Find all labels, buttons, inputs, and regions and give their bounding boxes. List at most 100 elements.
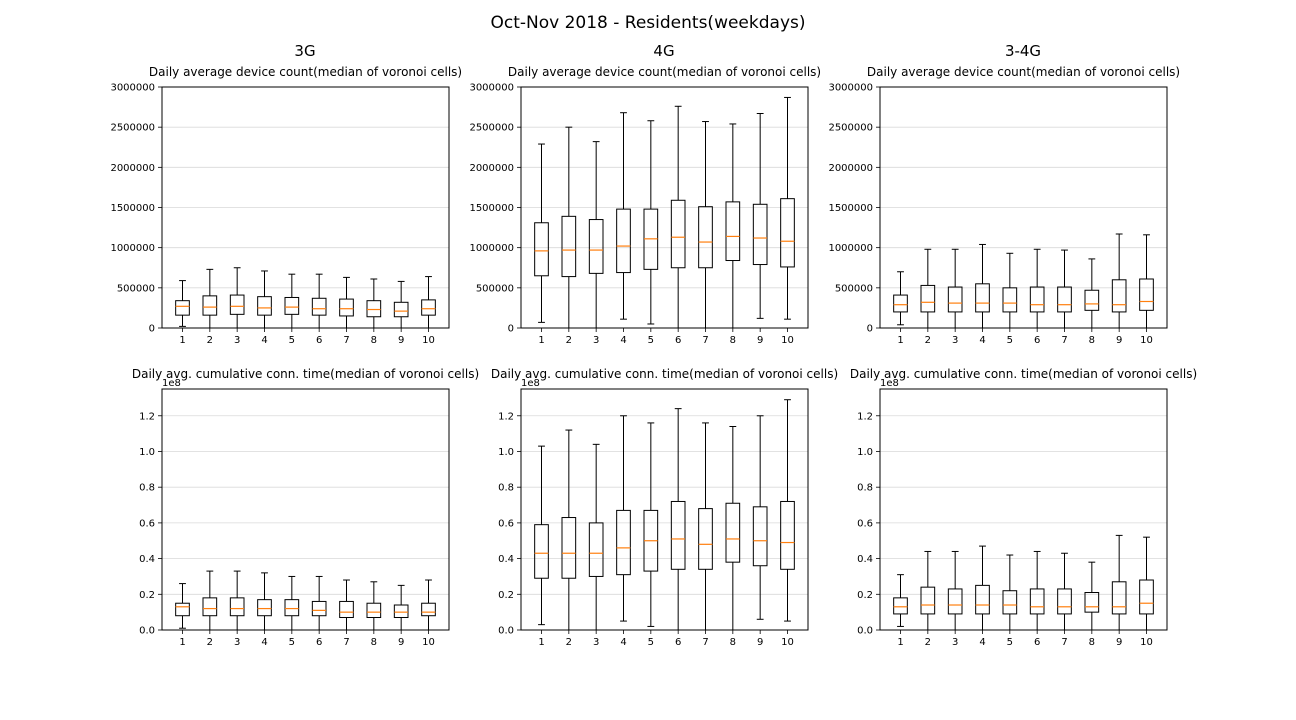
subplot-34g-device: Daily average device count(median of vor… xyxy=(828,65,1180,346)
subplot-4g-conn: Daily avg. cumulative conn. time(median … xyxy=(491,367,838,648)
box-iqr xyxy=(698,206,713,269)
x-tick-label: 7 xyxy=(702,637,708,648)
box-iqr xyxy=(725,201,741,262)
x-tick-label: 4 xyxy=(979,335,985,346)
x-tick-label: 10 xyxy=(781,637,794,648)
box-iqr xyxy=(1111,279,1127,313)
axes-frame xyxy=(879,388,1168,631)
box-iqr xyxy=(975,283,990,313)
box-iqr xyxy=(257,599,272,617)
subplot-title: Daily average device count(median of vor… xyxy=(508,65,821,79)
box-iqr xyxy=(588,522,604,577)
box-7 xyxy=(1057,552,1072,631)
x-tick-label: 9 xyxy=(398,637,404,648)
x-tick-label: 10 xyxy=(781,335,794,346)
box-3 xyxy=(588,141,604,329)
box-iqr xyxy=(893,597,908,615)
box-iqr xyxy=(670,500,686,570)
y-tick-label: 1500000 xyxy=(110,203,155,214)
box-5 xyxy=(1002,252,1018,329)
x-tick-label: 6 xyxy=(316,637,322,648)
x-tick-label: 3 xyxy=(593,335,599,346)
y-tick-label: 2500000 xyxy=(828,123,873,134)
box-6 xyxy=(1029,248,1045,329)
box-1 xyxy=(893,574,908,627)
box-iqr xyxy=(947,286,963,313)
x-tick-label: 2 xyxy=(566,637,572,648)
box-iqr xyxy=(561,517,577,579)
box-iqr xyxy=(975,584,990,615)
y-tick-label: 1.2 xyxy=(139,411,155,422)
box-iqr xyxy=(175,300,190,316)
box-iqr xyxy=(311,600,327,617)
figure-title: Oct-Nov 2018 - Residents(weekdays) xyxy=(490,13,805,33)
y-tick-label: 0.4 xyxy=(857,554,873,565)
box-10 xyxy=(780,96,795,320)
x-tick-label: 8 xyxy=(1089,637,1095,648)
subplot-4g-device: Daily average device count(median of vor… xyxy=(469,65,821,346)
subplot-title: Daily avg. cumulative conn. time(median … xyxy=(491,367,838,381)
y-tick-label: 1000000 xyxy=(469,243,514,254)
y-tick-label: 500000 xyxy=(835,283,873,294)
box-9 xyxy=(393,584,409,631)
box-iqr xyxy=(780,500,795,570)
y-tick-label: 0.0 xyxy=(857,626,873,637)
y-tick-label: 0.2 xyxy=(857,590,873,601)
y-tick-label: 0.8 xyxy=(857,483,873,494)
box-iqr xyxy=(339,298,354,317)
box-iqr xyxy=(534,222,549,277)
box-1 xyxy=(175,280,190,327)
box-4 xyxy=(975,243,990,329)
box-3 xyxy=(588,443,604,631)
subplot-title: Daily average device count(median of vor… xyxy=(149,65,462,79)
box-9 xyxy=(1111,534,1127,631)
subplot-3g-conn: Daily avg. cumulative conn. time(median … xyxy=(132,367,479,648)
box-8 xyxy=(366,581,382,631)
box-10 xyxy=(1139,234,1154,329)
column-title-3-4g: 3-4G xyxy=(1005,42,1041,60)
box-iqr xyxy=(752,203,768,266)
box-iqr xyxy=(229,597,245,617)
y-tick-label: 0.6 xyxy=(857,518,873,529)
box-1 xyxy=(534,143,549,323)
box-4 xyxy=(616,112,631,320)
box-iqr xyxy=(1002,287,1018,313)
box-iqr xyxy=(284,599,300,617)
subplot-title: Daily avg. cumulative conn. time(median … xyxy=(132,367,479,381)
box-iqr xyxy=(588,219,604,274)
y-tick-label: 0.6 xyxy=(139,518,155,529)
box-iqr xyxy=(1111,581,1127,615)
box-iqr xyxy=(1084,592,1100,613)
box-8 xyxy=(725,425,741,631)
x-tick-label: 5 xyxy=(1007,335,1013,346)
y-tick-label: 0.4 xyxy=(139,554,155,565)
axes-frame xyxy=(520,86,809,329)
x-tick-label: 6 xyxy=(1034,335,1040,346)
box-iqr xyxy=(1139,579,1154,615)
box-iqr xyxy=(284,296,300,315)
x-tick-label: 3 xyxy=(234,637,240,648)
x-tick-label: 8 xyxy=(730,637,736,648)
box-iqr xyxy=(311,297,327,316)
x-tick-label: 4 xyxy=(261,637,267,648)
x-tick-label: 1 xyxy=(897,335,903,346)
x-tick-label: 8 xyxy=(730,335,736,346)
y-tick-label: 2000000 xyxy=(469,163,514,174)
box-3 xyxy=(947,248,963,329)
x-tick-label: 6 xyxy=(675,637,681,648)
x-tick-label: 7 xyxy=(343,637,349,648)
y-tick-label: 0.2 xyxy=(139,590,155,601)
x-tick-label: 1 xyxy=(538,637,544,648)
x-tick-label: 4 xyxy=(620,637,626,648)
box-7 xyxy=(698,121,713,329)
y-tick-label: 0.0 xyxy=(498,626,514,637)
box-3 xyxy=(229,267,245,329)
x-tick-label: 6 xyxy=(1034,637,1040,648)
y-scale-label: 1e8 xyxy=(521,378,540,389)
x-tick-label: 2 xyxy=(566,335,572,346)
y-tick-label: 1.2 xyxy=(498,411,514,422)
box-iqr xyxy=(1029,286,1045,313)
box-iqr xyxy=(1057,286,1072,313)
subplot-title: Daily avg. cumulative conn. time(median … xyxy=(850,367,1197,381)
box-7 xyxy=(1057,249,1072,329)
